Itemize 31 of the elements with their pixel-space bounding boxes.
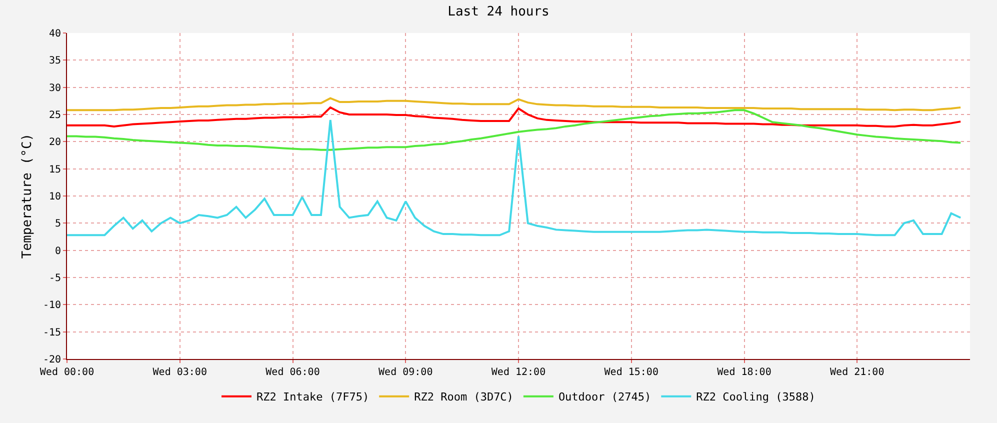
- x-tick-label: Wed 12:00: [491, 367, 546, 378]
- line-series: [67, 106, 962, 128]
- line-series: [67, 97, 962, 112]
- y-tick-label: -15: [42, 327, 61, 338]
- y-tick-label: 40: [48, 28, 61, 40]
- x-tick-label: Wed 03:00: [152, 367, 207, 378]
- y-tick-label: -10: [42, 300, 61, 312]
- y-tick-label: 0: [54, 246, 61, 257]
- legend-label: RZ2 Cooling (3588): [696, 390, 816, 404]
- y-axis-title: Temperature (°C): [20, 133, 35, 259]
- x-tick-label: Wed 06:00: [266, 367, 320, 378]
- y-tick-label: 35: [48, 56, 61, 67]
- y-tick-label: 5: [54, 218, 61, 230]
- x-tick-label: Wed 09:00: [378, 367, 433, 378]
- y-tick-label: -20: [42, 354, 61, 366]
- y-tick-label: 20: [48, 137, 61, 148]
- x-tick-label: Wed 21:00: [830, 367, 884, 378]
- line-series: [67, 118, 962, 236]
- legend-label: Outdoor (2745): [558, 390, 652, 404]
- legend-label: RZ2 Room (3D7C): [414, 390, 514, 404]
- chart-title: Last 24 hours: [448, 4, 550, 20]
- legend-label: RZ2 Intake (7F75): [256, 390, 370, 404]
- y-tick-label: 15: [48, 164, 61, 176]
- y-tick-label: 25: [48, 110, 61, 121]
- x-tick-label: Wed 00:00: [40, 367, 94, 378]
- line-series: [67, 109, 962, 151]
- y-tick-label: 10: [48, 192, 61, 202]
- x-tick-label: Wed 15:00: [604, 367, 658, 378]
- y-tick-label: 30: [48, 82, 61, 94]
- x-tick-label: Wed 18:00: [717, 367, 772, 378]
- y-tick-label: -5: [48, 273, 61, 284]
